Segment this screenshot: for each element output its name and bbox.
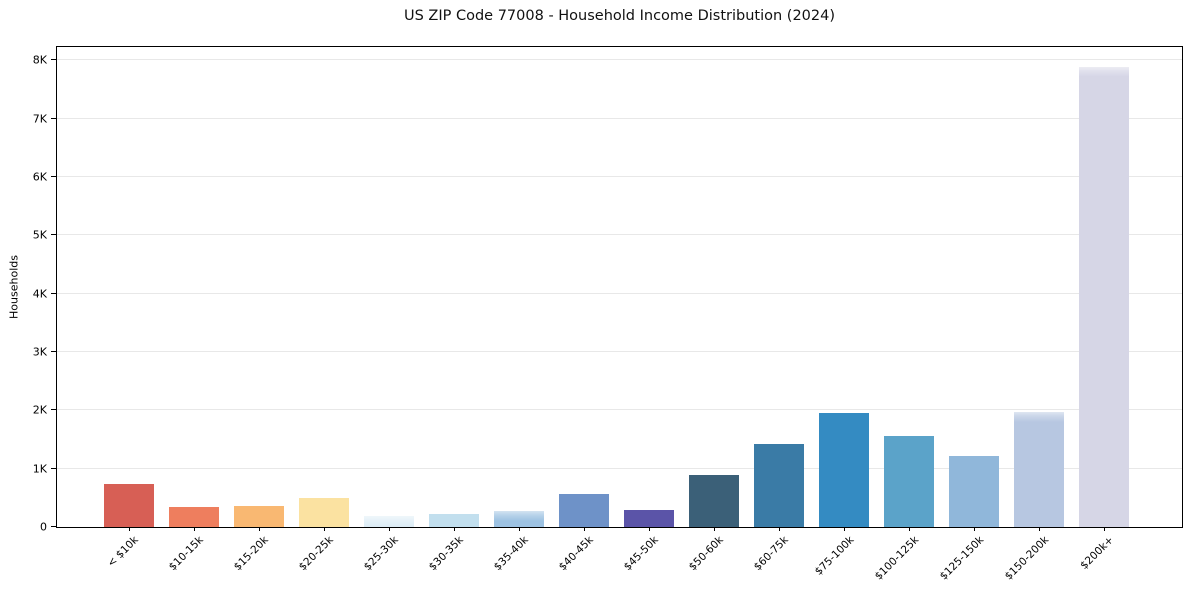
x-tick-label: $10-15k [166, 534, 206, 574]
bar-slot: $50-60k [681, 47, 746, 573]
y-tick-label: 0 [40, 520, 47, 534]
y-tick-mark [51, 234, 56, 236]
x-tick-label: $20-25k [296, 534, 336, 574]
x-tick-label: $50-60k [686, 534, 726, 574]
bar-slot: $100-125k [872, 47, 941, 583]
x-tick-mark [453, 527, 455, 531]
y-tick-label: 6K [32, 170, 47, 184]
x-tick-mark [193, 527, 195, 531]
bar-slot: $30-35k [421, 47, 486, 573]
bars-layer: < $10k $10-15k $15-20k $20-25k $25-30k $30-35… [57, 47, 1182, 583]
bar-slot: $15-20k [226, 47, 291, 573]
bar-slot: $40-45k [551, 47, 616, 573]
x-tick-mark [908, 527, 910, 531]
y-tick-mark [51, 409, 56, 411]
x-tick-label: $125-150k [937, 534, 986, 583]
y-tick-mark [51, 467, 56, 469]
y-tick-label: 4K [32, 287, 47, 301]
gridline-5K [57, 234, 1182, 236]
bar--35-40k [493, 510, 544, 527]
gridline-3K [57, 351, 1182, 353]
y-tick-mark [51, 176, 56, 178]
bar--10-15k [168, 506, 219, 527]
x-tick-mark [258, 527, 260, 531]
bar--20-25k [298, 498, 349, 527]
bar--60-75k [753, 443, 804, 527]
bar-slot: $45-50k [616, 47, 681, 573]
bar-slot: $35-40k [486, 47, 551, 573]
gridline-1K [57, 467, 1182, 469]
gridline-4K [57, 292, 1182, 294]
y-tick-label: 1K [32, 462, 47, 476]
bar-slot: < $10k [96, 47, 161, 570]
x-tick-label: $75-100k [812, 534, 856, 578]
y-tick-mark [51, 526, 56, 527]
gridline-6K [57, 176, 1182, 178]
x-tick-label: $15-20k [231, 534, 271, 574]
y-tick-mark [51, 351, 56, 353]
bar-slot: $150-200k [1002, 47, 1071, 583]
x-tick-label: $150-200k [1002, 534, 1051, 583]
x-tick-label: $200k+ [1078, 534, 1116, 572]
x-tick-label: $25-30k [361, 534, 401, 574]
y-tick-mark [51, 117, 56, 119]
bar-slot: $10-15k [161, 47, 226, 573]
y-tick-label: 7K [32, 112, 47, 126]
x-tick-label: $35-40k [491, 534, 531, 574]
bar-slot: $200k+ [1071, 47, 1136, 572]
bar--200k+ [1078, 66, 1129, 527]
x-tick-label: $100-125k [872, 534, 921, 583]
bar--125-150k [948, 455, 999, 527]
x-tick-mark [583, 527, 585, 531]
x-tick-mark [713, 527, 715, 531]
plot-area: 0 1K 2K 3K 4K 5K 6K 7K 8K < $10k $10-15k $15-20k $2… [33, 46, 1183, 583]
y-tick-label: 5K [32, 228, 47, 242]
x-tick-label: < $10k [105, 534, 141, 570]
y-axis-label: Households [7, 255, 21, 319]
bar--15-20k [233, 506, 284, 527]
bar-slot: $75-100k [811, 47, 876, 578]
gridline-7K [57, 117, 1182, 119]
x-tick-mark [518, 527, 520, 531]
y-tick-mark [51, 292, 56, 294]
gridline-2K [57, 409, 1182, 411]
bar--50-60k [688, 475, 739, 527]
bar--100-125k [883, 436, 934, 527]
x-tick-mark [648, 527, 650, 531]
y-tick-mark [51, 59, 56, 61]
x-tick-mark [388, 527, 390, 531]
x-tick-mark [1103, 527, 1105, 531]
bar-slot: $125-150k [937, 47, 1006, 583]
bar-slot: $20-25k [291, 47, 356, 573]
gridline-8K [57, 59, 1182, 61]
bar-slot: $60-75k [746, 47, 811, 573]
x-tick-mark [128, 527, 130, 531]
bar--45-50k [623, 510, 674, 527]
bar-slot: $25-30k [356, 47, 421, 573]
bar--75-100k [818, 413, 869, 527]
x-tick-label: $60-75k [751, 534, 791, 574]
x-tick-label: $30-35k [426, 534, 466, 574]
x-tick-mark [843, 527, 845, 531]
bar--150-200k [1013, 411, 1064, 527]
chart-title: US ZIP Code 77008 - Household Income Dis… [403, 8, 836, 24]
bar--30-35k [428, 514, 479, 527]
x-tick-mark [778, 527, 780, 531]
y-tick-label: 2K [32, 403, 47, 417]
x-tick-label: $40-45k [556, 534, 596, 574]
bar--25-30k [363, 515, 414, 527]
x-tick-mark [973, 527, 975, 531]
bar--40-45k [558, 494, 609, 527]
x-tick-mark [323, 527, 325, 531]
y-tick-label: 8K [32, 53, 47, 67]
bar--10k [103, 483, 154, 527]
y-tick-label: 3K [32, 345, 47, 359]
x-tick-label: $45-50k [621, 534, 661, 574]
x-tick-mark [1038, 527, 1040, 531]
